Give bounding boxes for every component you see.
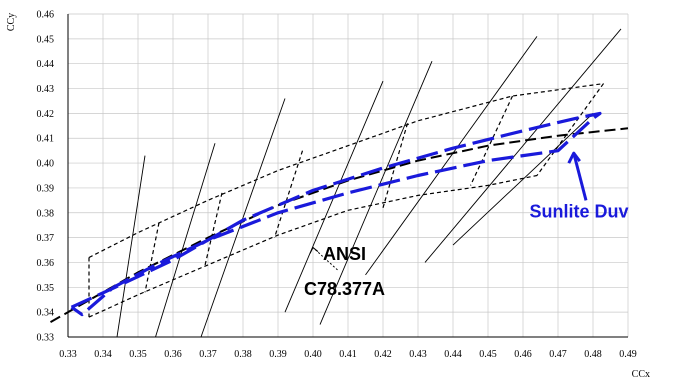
y-tick-label: 0.45	[37, 34, 55, 45]
x-tick-label: 0.35	[129, 349, 147, 360]
y-tick-labels: 0.33 0.34 0.35 0.36 0.37 0.38 0.39 0.40 0.41 0.42…	[37, 10, 55, 344]
x-tick-label: 0.43	[409, 349, 427, 360]
x-tick-label: 0.40	[304, 349, 322, 360]
sunlite-pointer-line	[572, 152, 588, 201]
x-tick-label: 0.36	[164, 349, 182, 360]
isotherm-line	[452, 113, 594, 246]
y-tick-label: 0.46	[37, 10, 55, 21]
ansi-quadrangle-side	[536, 83, 604, 176]
ansi-quadrangle-side	[469, 95, 514, 186]
annotation-sunlite-duv: Sunlite Duv	[529, 202, 628, 222]
y-tick-label: 0.43	[37, 84, 55, 95]
ansi-upper-boundary	[88, 83, 604, 259]
sunlite-duv-boundary	[70, 111, 602, 317]
y-tick-label: 0.38	[37, 208, 55, 219]
y-tick-label: 0.37	[37, 233, 55, 244]
y-tick-label: 0.39	[37, 183, 55, 194]
isotherm-line	[424, 28, 622, 263]
ansi-lower-boundary	[88, 174, 538, 318]
ansi-quadrangle-side	[144, 222, 160, 293]
x-axis-label: CCx	[632, 369, 650, 380]
x-tick-label: 0.49	[619, 349, 637, 360]
isotherm-line	[155, 143, 216, 338]
x-tick-label: 0.39	[269, 349, 287, 360]
sunlite-pointer-head	[567, 151, 581, 164]
axes	[67, 14, 628, 338]
ansi-quadrangle-side	[203, 192, 223, 268]
y-tick-label: 0.41	[37, 134, 55, 145]
x-tick-label: 0.34	[94, 349, 112, 360]
annotation-pointers	[309, 151, 588, 271]
x-tick-label: 0.44	[444, 349, 462, 360]
isotherm-line	[200, 98, 286, 338]
annotation-c78: C78.377A	[304, 279, 385, 299]
isotherm-line	[116, 155, 146, 338]
isotherm-line	[319, 61, 433, 325]
y-tick-label: 0.40	[37, 159, 55, 170]
y-tick-label: 0.34	[37, 308, 55, 319]
x-tick-label: 0.48	[584, 349, 602, 360]
y-tick-label: 0.33	[37, 333, 55, 344]
x-tick-label: 0.37	[199, 349, 217, 360]
x-tick-label: 0.33	[59, 349, 77, 360]
ansi-pointer-line	[312, 247, 338, 271]
annotation-ansi: ANSI	[323, 244, 366, 264]
x-tick-label: 0.46	[514, 349, 532, 360]
x-tick-label: 0.38	[234, 349, 252, 360]
y-tick-label: 0.44	[37, 59, 55, 70]
x-tick-label: 0.45	[479, 349, 497, 360]
y-tick-label: 0.35	[37, 283, 55, 294]
ansi-quadrangle-side	[273, 150, 304, 238]
isotherm-line	[365, 36, 538, 276]
ansi-pointer-head	[309, 246, 319, 254]
x-tick-label: 0.41	[339, 349, 357, 360]
x-tick-label: 0.42	[374, 349, 392, 360]
y-axis-label: CCy	[6, 13, 17, 31]
y-tick-label: 0.36	[37, 258, 55, 269]
y-tick-label: 0.42	[37, 109, 55, 120]
x-tick-labels: 0.33 0.34 0.35 0.36 0.37 0.38 0.39 0.40 0.41 0.42…	[59, 349, 637, 360]
series-layer	[50, 28, 629, 338]
x-tick-label: 0.47	[549, 349, 567, 360]
